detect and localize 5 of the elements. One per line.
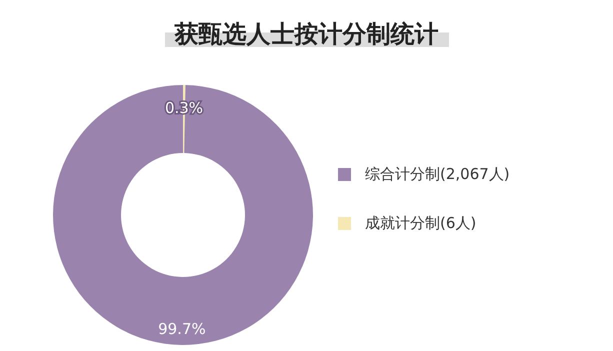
legend-label: 综合计分制(2,067人) [365, 165, 510, 184]
chart-title: 获甄选人士按计分制统计 [164, 18, 448, 50]
legend-label: 成就计分制(6人) [365, 214, 476, 233]
donut-slice [53, 85, 313, 345]
data-label: 99.7% [158, 320, 206, 338]
